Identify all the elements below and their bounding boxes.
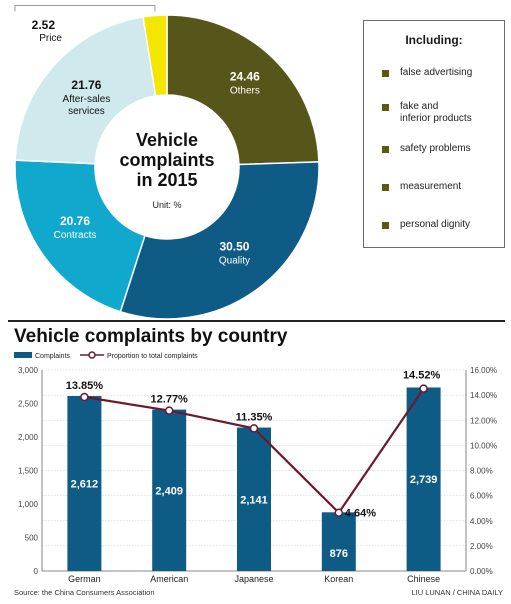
slice-quality (119, 161, 320, 320)
slice-label-after-sales-services-1: After-sales (63, 94, 111, 105)
bar-chart-title: Vehicle complaints by country (14, 326, 288, 347)
slice-label-others: Others (230, 85, 260, 96)
legend-line-label: Proportion to total complaints (107, 353, 198, 360)
y-left-tick-label: 3,000 (18, 366, 39, 375)
y-left-tick-label: 2,000 (18, 433, 39, 442)
bar-german (67, 395, 102, 571)
legend-item-label: measurement (400, 181, 462, 192)
y-right-tick-label: 2.00% (470, 542, 493, 551)
bar-japanese (237, 427, 271, 571)
line-point (334, 508, 344, 517)
center-unit: Unit: % (152, 200, 181, 210)
line-point-label: 4.64% (345, 508, 376, 520)
legend-item-label: safety problems (400, 143, 471, 154)
bar-value-label: 876 (330, 548, 348, 560)
source-note: Source: the China Consumers Association (14, 588, 155, 597)
bar-korean (321, 512, 356, 571)
bar-value-label: 2,409 (155, 485, 183, 497)
slice-label-contracts: Contracts (54, 230, 97, 241)
slice-label-quality: Quality (219, 255, 250, 266)
x-tick-label: American (150, 574, 188, 584)
slice-value-contracts: 20.76 (60, 214, 90, 228)
donut-legend-panel: Including: false advertising fake and infe… (363, 20, 505, 248)
y-left-tick-label: 1,500 (18, 467, 39, 476)
slice-after-sales-services (14, 16, 157, 165)
y-right-tick-label: 4.00% (470, 517, 493, 526)
y-right-tick-label: 6.00% (470, 492, 493, 501)
legend-swatch (382, 184, 389, 191)
legend-swatch (382, 70, 389, 77)
y-right-tick-label: 8.00% (470, 467, 493, 476)
line-point-label: 11.35% (236, 411, 273, 423)
legend-item-label: false advertising (400, 67, 473, 78)
bar-american (152, 409, 187, 571)
slice-price (142, 14, 168, 97)
center-title-2: complaints (119, 150, 214, 170)
section-divider (8, 320, 505, 322)
y-right-tick-label: 12.00% (470, 416, 497, 425)
y-left-tick-label: 1,000 (18, 500, 39, 509)
bar-value-label: 2,141 (240, 494, 268, 506)
line-point-label: 13.85% (66, 380, 104, 392)
slice-value-quality: 30.50 (219, 239, 249, 253)
slice-value-after-sales-services: 21.76 (71, 78, 101, 92)
legend-title: Including: (405, 33, 463, 47)
slice-value-others: 24.46 (230, 69, 260, 83)
credit-note: LIU LUNAN / CHINA DAILY (411, 588, 503, 597)
line-point-label: 14.52% (403, 370, 441, 382)
bar-value-label: 2,739 (410, 474, 438, 486)
price-leader-line (14, 4, 156, 12)
legend-bar-swatch (14, 352, 32, 358)
donut-chart: 24.46 Others 30.50 Quality 20.76 Contracts 21.… (14, 4, 320, 320)
y-right-tick-label: 0.00% (470, 567, 493, 576)
slice-others (166, 14, 320, 166)
x-tick-label: German (68, 574, 101, 584)
line-point (419, 384, 428, 393)
bar-value-label: 2,612 (71, 478, 99, 490)
line-point (80, 392, 89, 402)
slice-label-price: Price (39, 33, 62, 44)
y-left-tick-label: 500 (25, 534, 39, 543)
y-right-tick-label: 16.00% (470, 366, 497, 375)
x-tick-label: Japanese (234, 574, 273, 584)
center-title-1: Vehicle (136, 130, 198, 150)
slice-label-after-sales-services-2: services (68, 106, 105, 117)
y-left-tick-label: 0 (34, 567, 39, 576)
slice-value-price: 2.52 (32, 18, 56, 32)
y-left-tick-label: 2,500 (18, 400, 39, 409)
line-point (164, 406, 174, 415)
line-point (249, 424, 259, 433)
line-point-label: 12.77% (151, 394, 189, 406)
x-tick-label: Korean (324, 574, 353, 584)
bar-chinese (406, 387, 441, 571)
legend-swatch (382, 222, 389, 229)
legend-bar-label: Complaints (35, 353, 71, 360)
slice-contracts (14, 159, 146, 313)
x-tick-label: Chinese (407, 574, 440, 584)
legend-line-marker (88, 351, 96, 359)
y-right-tick-label: 10.00% (470, 441, 497, 450)
y-right-tick-label: 14.00% (470, 391, 497, 400)
bar-line-chart: Complaints Proportion to total complaints… (14, 351, 497, 584)
legend-swatch (382, 146, 389, 153)
legend-swatch (382, 104, 389, 111)
legend-item-label: fake and inferior products (400, 101, 472, 124)
center-title-3: in 2015 (136, 170, 197, 190)
legend-item-label: personal dignity (400, 219, 471, 230)
